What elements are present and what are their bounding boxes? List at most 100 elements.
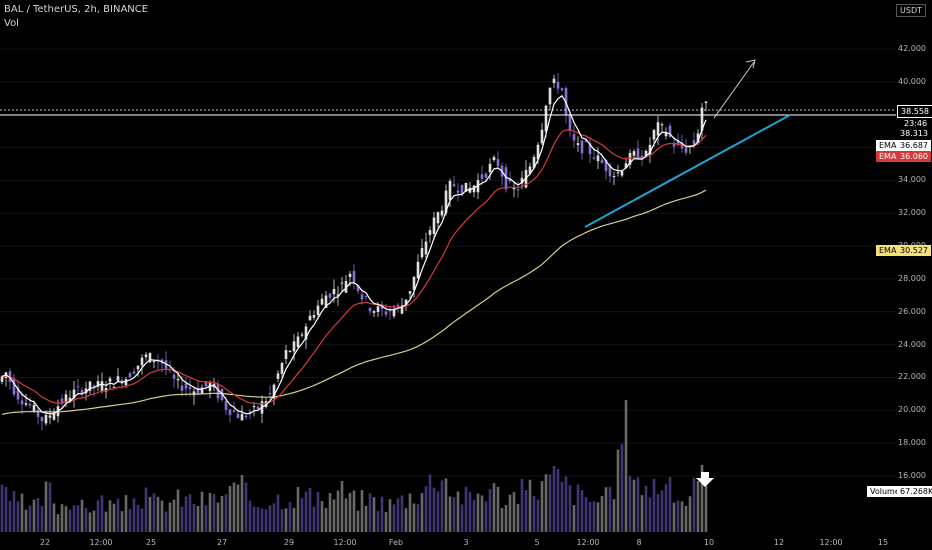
candle-body: [352, 270, 356, 283]
volume-bar: [100, 495, 104, 532]
candle-body: [420, 248, 424, 258]
volume-bar: [472, 499, 476, 532]
volume-bar: [56, 514, 60, 532]
volume-bar: [264, 509, 268, 532]
candle-body: [152, 360, 156, 363]
volume-bar: [332, 499, 336, 532]
down-arrow-icon: [696, 472, 714, 487]
volume-bar: [292, 507, 296, 532]
x-tick-label: 25: [145, 538, 157, 547]
volume-bar: [456, 491, 460, 532]
candle-body: [100, 381, 104, 391]
candle-body: [76, 386, 80, 388]
candle-body: [296, 336, 300, 347]
candle-body: [424, 241, 428, 255]
volume-bar: [196, 506, 200, 532]
volume-bar: [564, 476, 568, 532]
x-tick-label: 12:00: [819, 538, 843, 547]
volume-bar: [16, 501, 20, 532]
candle-body: [580, 140, 584, 154]
volume-bar: [24, 509, 28, 532]
volume-bar: [344, 498, 348, 532]
candle-body: [92, 385, 96, 387]
volume-bar: [436, 491, 440, 532]
y-tick-label: 20.000: [898, 405, 926, 415]
candle-body: [672, 143, 676, 147]
candle-body: [264, 401, 268, 408]
volume-bar: [488, 488, 492, 532]
candle-body: [384, 311, 388, 315]
candle-body: [588, 143, 592, 155]
candle-body: [28, 403, 32, 406]
candle-body: [528, 166, 532, 174]
candle-body: [340, 282, 344, 284]
volume-bar: [680, 501, 684, 532]
candle-body: [192, 391, 196, 396]
candle-body: [364, 296, 368, 298]
projection-arrowhead: [745, 59, 756, 69]
volume-bar: [216, 502, 220, 532]
volume-bar: [304, 491, 308, 532]
volume-bar: [160, 500, 164, 532]
currency-badge[interactable]: USDT: [896, 4, 926, 17]
volume-bar: [148, 496, 152, 532]
candle-body: [496, 159, 500, 167]
ema-slow-label: EMA: [876, 151, 900, 162]
volume-bar: [376, 511, 380, 532]
candle-body: [64, 394, 68, 403]
volume-bars: [0, 400, 708, 532]
y-tick-label: 16.000: [898, 471, 926, 480]
price-tag-2: 38.313: [897, 128, 931, 139]
volume-bar: [632, 479, 636, 532]
candle-body: [676, 140, 680, 146]
volume-bar: [408, 493, 412, 532]
volume-bar: [360, 490, 364, 532]
volume-bar: [688, 496, 692, 532]
y-tick-label: 18.000: [898, 438, 926, 448]
candle-body: [224, 401, 228, 410]
volume-bar: [232, 482, 236, 532]
candle-body: [24, 403, 28, 405]
volume-bar: [636, 477, 640, 532]
volume-bar: [176, 489, 180, 532]
candle-body: [216, 383, 220, 399]
volume-bar: [164, 511, 168, 532]
volume-bar: [676, 500, 680, 532]
volume-bar: [240, 475, 244, 532]
volume-bar: [132, 498, 136, 532]
volume-bar: [368, 493, 372, 532]
y-tick-label: 40.000: [898, 76, 926, 86]
volume-bar: [420, 493, 424, 532]
volume-bar: [248, 500, 252, 532]
candle-body: [208, 382, 212, 391]
candle-body: [204, 381, 208, 387]
x-tick-label: 12:00: [576, 538, 600, 547]
candle-body: [444, 190, 448, 214]
volume-bar: [32, 499, 36, 532]
volume-bar: [696, 481, 700, 532]
volume-bar: [356, 510, 360, 532]
candle-body: [140, 357, 144, 366]
candle-body: [576, 143, 580, 145]
candle-body: [560, 88, 564, 91]
candle-body: [432, 217, 436, 235]
candle-body: [532, 156, 536, 168]
candle-body: [648, 144, 652, 156]
volume-bar: [544, 474, 548, 532]
volume-bar: [648, 497, 652, 532]
candle-body: [308, 315, 312, 321]
candle-body: [16, 387, 20, 400]
y-tick-label: 32.000: [898, 208, 926, 218]
candle-body: [188, 387, 192, 390]
chart-grid: [0, 48, 896, 477]
ema-slow-line: [1, 129, 707, 405]
volume-bar: [20, 493, 24, 532]
volume-bar: [624, 400, 628, 532]
candle-body: [660, 124, 664, 126]
candle-body: [112, 386, 116, 388]
candle-body: [548, 87, 552, 105]
volume-bar: [272, 503, 276, 532]
candle-body: [436, 212, 440, 224]
candle-body: [356, 285, 360, 291]
